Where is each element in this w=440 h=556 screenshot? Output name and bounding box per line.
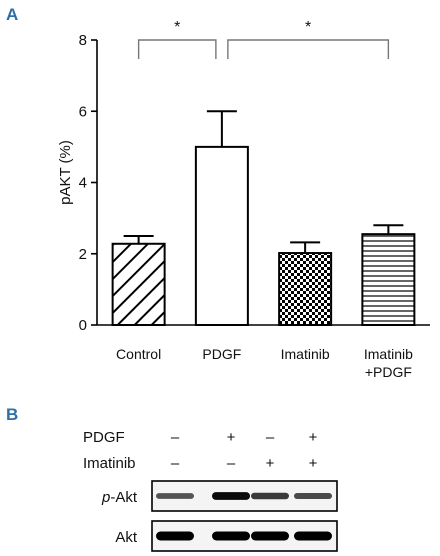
band-label: p-Akt <box>101 489 138 506</box>
blot-band <box>212 531 250 541</box>
treatment-sign: – <box>171 429 180 446</box>
band-label-italic: p <box>101 489 110 506</box>
treatment-sign: + <box>227 429 236 446</box>
treatment-sign: + <box>309 429 318 446</box>
significance-bracket <box>227 39 390 59</box>
category-label: Imatinib <box>281 346 330 362</box>
bar-1 <box>194 145 249 326</box>
y-tick-label: 6 <box>79 103 87 120</box>
bar-0 <box>111 242 166 326</box>
western-blot: PDGF – + – + Imatinib – – + + p-Akt Akt <box>83 429 338 552</box>
y-tick-label: 8 <box>79 32 87 49</box>
category-label: Control <box>116 346 161 362</box>
significance-bracket <box>137 39 217 59</box>
y-tick-label: 4 <box>79 175 87 192</box>
category-label: PDGF <box>202 346 241 362</box>
blot-band <box>212 492 250 500</box>
treatment-sign: + <box>309 455 318 472</box>
blot-band <box>251 531 289 541</box>
category-label: +PDGF <box>365 364 412 380</box>
panel-a-label: A <box>6 5 18 24</box>
bar-3 <box>361 233 416 326</box>
bar-chart: 0 2 4 6 8 pAKT (%) Control PDGF Imatinib Imatinib… <box>57 19 430 380</box>
blot-band <box>294 493 332 499</box>
significance-star: * <box>305 19 311 36</box>
category-label: Imatinib <box>364 346 413 362</box>
treatment-sign: – <box>266 429 275 446</box>
treatment-label: PDGF <box>83 429 125 446</box>
panel-b-label: B <box>6 405 18 424</box>
y-tick-label: 2 <box>79 246 87 263</box>
blot-band <box>156 531 194 541</box>
y-axis-title: pAKT (%) <box>57 140 74 205</box>
blot-band <box>294 531 332 541</box>
bar-2 <box>278 252 333 327</box>
blot-band <box>251 492 289 500</box>
significance-star: * <box>174 19 180 36</box>
treatment-sign: – <box>227 455 236 472</box>
y-tick-label: 0 <box>79 317 87 334</box>
treatment-label: Imatinib <box>83 455 136 472</box>
treatment-sign: – <box>171 455 180 472</box>
blot-band <box>156 493 194 499</box>
treatment-sign: + <box>266 455 275 472</box>
band-label-text: -Akt <box>110 489 138 506</box>
band-label: Akt <box>115 529 138 546</box>
band-label-text: Akt <box>115 529 138 546</box>
